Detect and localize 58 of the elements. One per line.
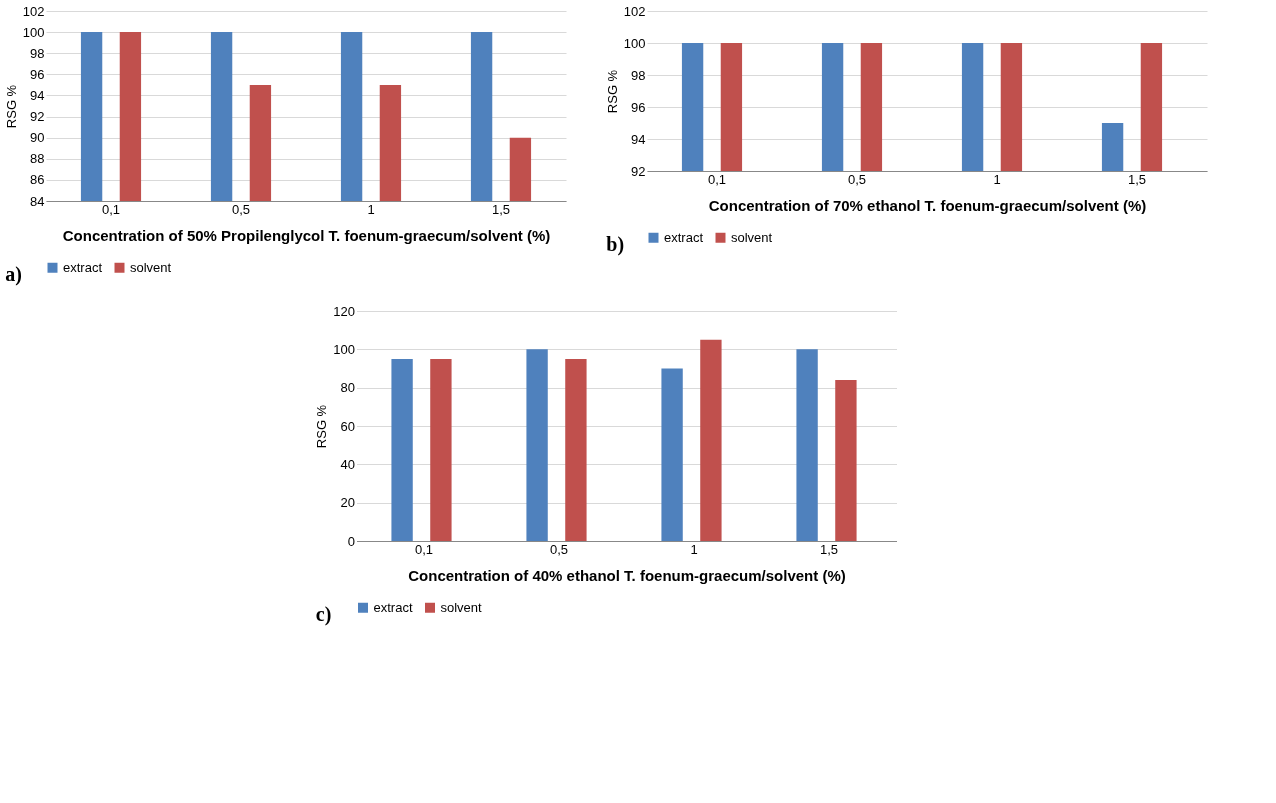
y-tick-label: 102 xyxy=(22,3,45,19)
x-tick-label: 0,5 xyxy=(231,201,251,217)
y-tick-label: 120 xyxy=(333,303,355,319)
y-tick-label: 100 xyxy=(333,341,355,357)
bar xyxy=(796,349,818,541)
x-axis-title: Concentration of 50% Propilenglycol T. foenum-graecum/solvent (%) xyxy=(62,226,551,244)
x-tick-label: 0,1 xyxy=(101,201,121,217)
bar xyxy=(700,339,722,541)
y-tick-label: 40 xyxy=(340,456,355,472)
y-tick-label: 90 xyxy=(30,130,45,146)
x-tick-label: 1,5 xyxy=(1127,171,1147,187)
y-tick-label: 88 xyxy=(30,151,45,167)
legend-label: solvent xyxy=(130,259,172,275)
x-tick-label: 0,1 xyxy=(707,171,727,187)
y-tick-label: 100 xyxy=(22,24,45,40)
x-axis-title: Concentration of 70% ethanol T. foenum-graecum/solvent (%) xyxy=(708,196,1147,214)
bar xyxy=(526,349,548,541)
y-tick-label: 0 xyxy=(347,533,355,549)
y-tick-label: 20 xyxy=(340,495,355,511)
bar xyxy=(661,368,683,541)
x-tick-label: 0,5 xyxy=(549,541,569,557)
bar xyxy=(565,358,587,541)
y-tick-label: 60 xyxy=(340,418,355,434)
y-tick-label: 96 xyxy=(30,66,45,82)
bar xyxy=(391,358,413,541)
y-tick-label: 100 xyxy=(623,35,646,51)
legend-label: extract xyxy=(63,259,103,275)
y-tick-label: 96 xyxy=(631,99,646,115)
legend-label: solvent xyxy=(440,599,483,615)
y-axis-title: RSG % xyxy=(314,404,330,449)
legend-label: extract xyxy=(373,599,413,615)
x-tick-label: 1 xyxy=(993,171,1001,187)
x-tick-label: 1,5 xyxy=(491,201,511,217)
x-tick-label: 0,5 xyxy=(847,171,867,187)
legend-label: extract xyxy=(664,229,704,245)
text: c) xyxy=(315,603,332,626)
y-tick-label: 92 xyxy=(631,163,646,179)
y-axis-title: RSG % xyxy=(604,69,620,114)
bar xyxy=(835,380,857,541)
y-tick-label: 94 xyxy=(631,131,646,147)
y-tick-label: 80 xyxy=(340,380,355,396)
legend-label: solvent xyxy=(731,229,773,245)
x-tick-label: 0,1 xyxy=(414,541,434,557)
text: b) xyxy=(606,233,625,256)
y-tick-label: 102 xyxy=(623,3,646,19)
x-axis-title: Concentration of 40% ethanol T. foenum-graecum/solvent (%) xyxy=(408,566,846,584)
y-tick-label: 84 xyxy=(30,193,45,209)
y-tick-label: 98 xyxy=(631,67,646,83)
x-tick-label: 1,5 xyxy=(819,541,839,557)
x-tick-label: 1 xyxy=(367,201,375,217)
text: a) xyxy=(5,263,22,286)
y-tick-label: 86 xyxy=(30,172,45,188)
y-tick-label: 98 xyxy=(30,45,45,61)
y-axis-title: RSG % xyxy=(3,84,19,129)
bar xyxy=(430,358,452,541)
x-tick-label: 1 xyxy=(690,541,698,557)
y-tick-label: 94 xyxy=(30,87,45,103)
y-tick-label: 92 xyxy=(30,109,45,125)
